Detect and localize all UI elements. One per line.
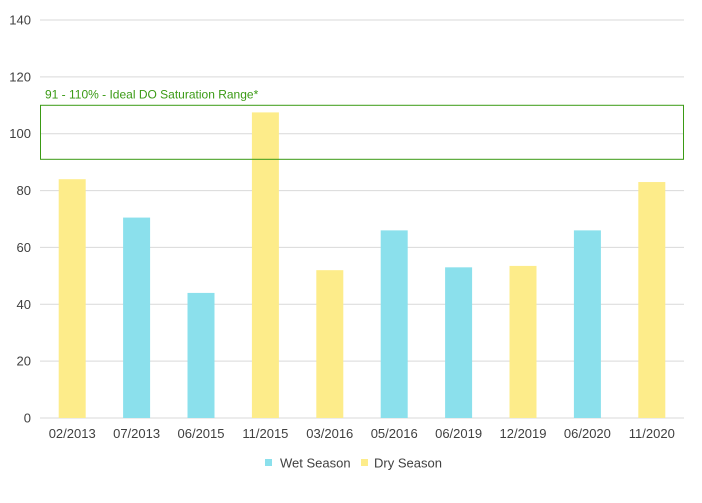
bar-05-2016 xyxy=(380,230,408,418)
bar-02-2013 xyxy=(58,179,86,418)
y-tick-label: 20 xyxy=(17,354,31,369)
legend-label-wet-season: Wet Season xyxy=(280,456,351,471)
legend-swatch-wet-season xyxy=(265,459,272,466)
x-tick-label: 11/2015 xyxy=(242,426,288,441)
y-axis-ticks: 0 20 40 60 80 100 120 140 xyxy=(9,13,31,426)
bars xyxy=(58,112,666,419)
x-tick-label: 06/2015 xyxy=(178,426,225,441)
y-tick-label: 60 xyxy=(17,240,31,255)
x-tick-label: 02/2013 xyxy=(49,426,96,441)
x-tick-label: 03/2016 xyxy=(306,426,353,441)
bar-06-2019 xyxy=(445,267,473,418)
bar-11-2020 xyxy=(638,182,666,418)
y-tick-label: 120 xyxy=(9,69,31,84)
x-tick-label: 07/2013 xyxy=(113,426,160,441)
y-tick-label: 0 xyxy=(24,411,31,426)
x-tick-label: 05/2016 xyxy=(371,426,418,441)
bar-06-2020 xyxy=(573,230,601,418)
y-tick-label: 80 xyxy=(17,183,31,198)
ideal-range-label: 91 - 110% - Ideal DO Saturation Range* xyxy=(45,87,259,101)
legend: Wet Season Dry Season xyxy=(265,456,442,471)
legend-label-dry-season: Dry Season xyxy=(374,456,442,471)
x-tick-label: 06/2020 xyxy=(564,426,611,441)
bar-03-2016 xyxy=(316,270,344,418)
legend-swatch-dry-season xyxy=(361,459,368,466)
ideal-range-annotation: 91 - 110% - Ideal DO Saturation Range* xyxy=(40,87,684,160)
y-tick-label: 100 xyxy=(9,126,31,141)
x-tick-label: 06/2019 xyxy=(435,426,482,441)
y-tick-label: 140 xyxy=(9,13,31,28)
bar-11-2015 xyxy=(251,112,279,419)
x-tick-label: 12/2019 xyxy=(500,426,547,441)
ideal-range-box xyxy=(40,104,684,160)
bar-07-2013 xyxy=(123,217,151,418)
bar-06-2015 xyxy=(187,292,215,418)
x-tick-label: 11/2020 xyxy=(629,426,675,441)
y-tick-label: 40 xyxy=(17,297,31,312)
bar-12-2019 xyxy=(509,265,537,418)
x-axis-ticks: 02/2013 07/2013 06/2015 11/2015 03/2016 05/20… xyxy=(49,426,675,441)
